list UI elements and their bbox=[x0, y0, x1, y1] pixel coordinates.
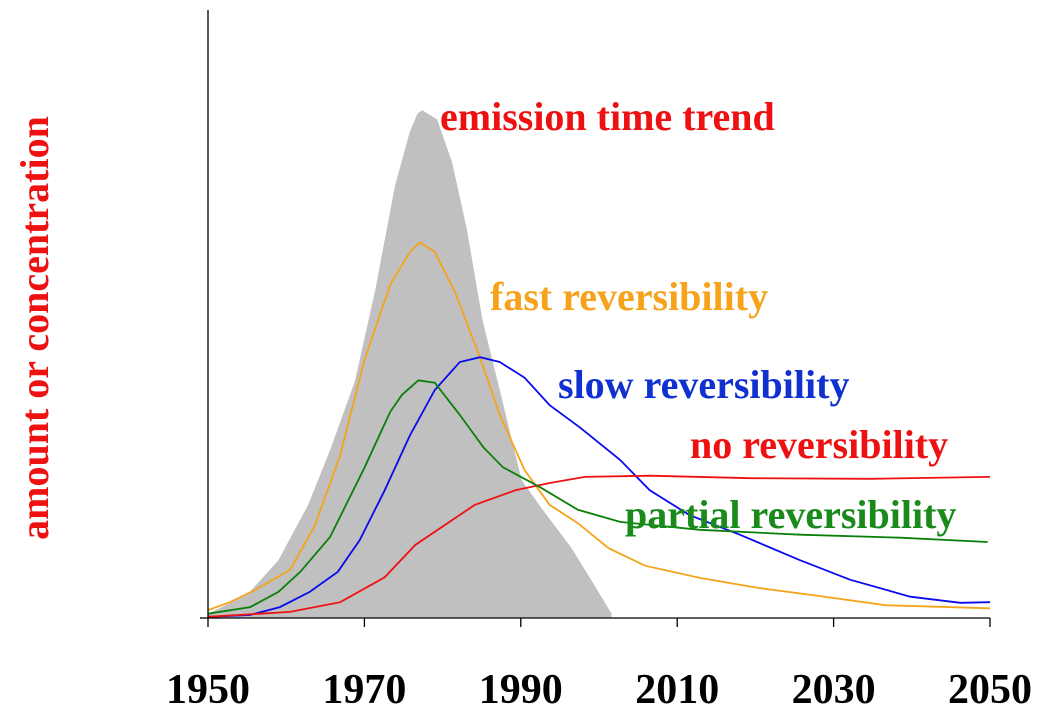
x-tick-label: 2050 bbox=[948, 667, 1032, 709]
series-label: slow reversibility bbox=[558, 362, 849, 407]
series-label: no reversibility bbox=[690, 422, 948, 467]
series-label: partial reversibility bbox=[625, 492, 956, 537]
line bbox=[207, 379, 988, 615]
line bbox=[207, 356, 991, 618]
line bbox=[207, 474, 991, 618]
x-tick-label: 2030 bbox=[792, 667, 876, 709]
series-label: fast reversibility bbox=[490, 274, 768, 319]
y-axis-label: amount or concentration bbox=[12, 116, 57, 540]
line bbox=[207, 241, 991, 611]
x-tick-label: 2010 bbox=[635, 667, 719, 709]
x-tick-label: 1990 bbox=[479, 667, 563, 709]
area bbox=[208, 110, 612, 619]
x-tick-label: 1950 bbox=[166, 667, 250, 709]
x-tick-label: 1970 bbox=[322, 667, 406, 709]
series-label: emission time trend bbox=[440, 94, 775, 139]
